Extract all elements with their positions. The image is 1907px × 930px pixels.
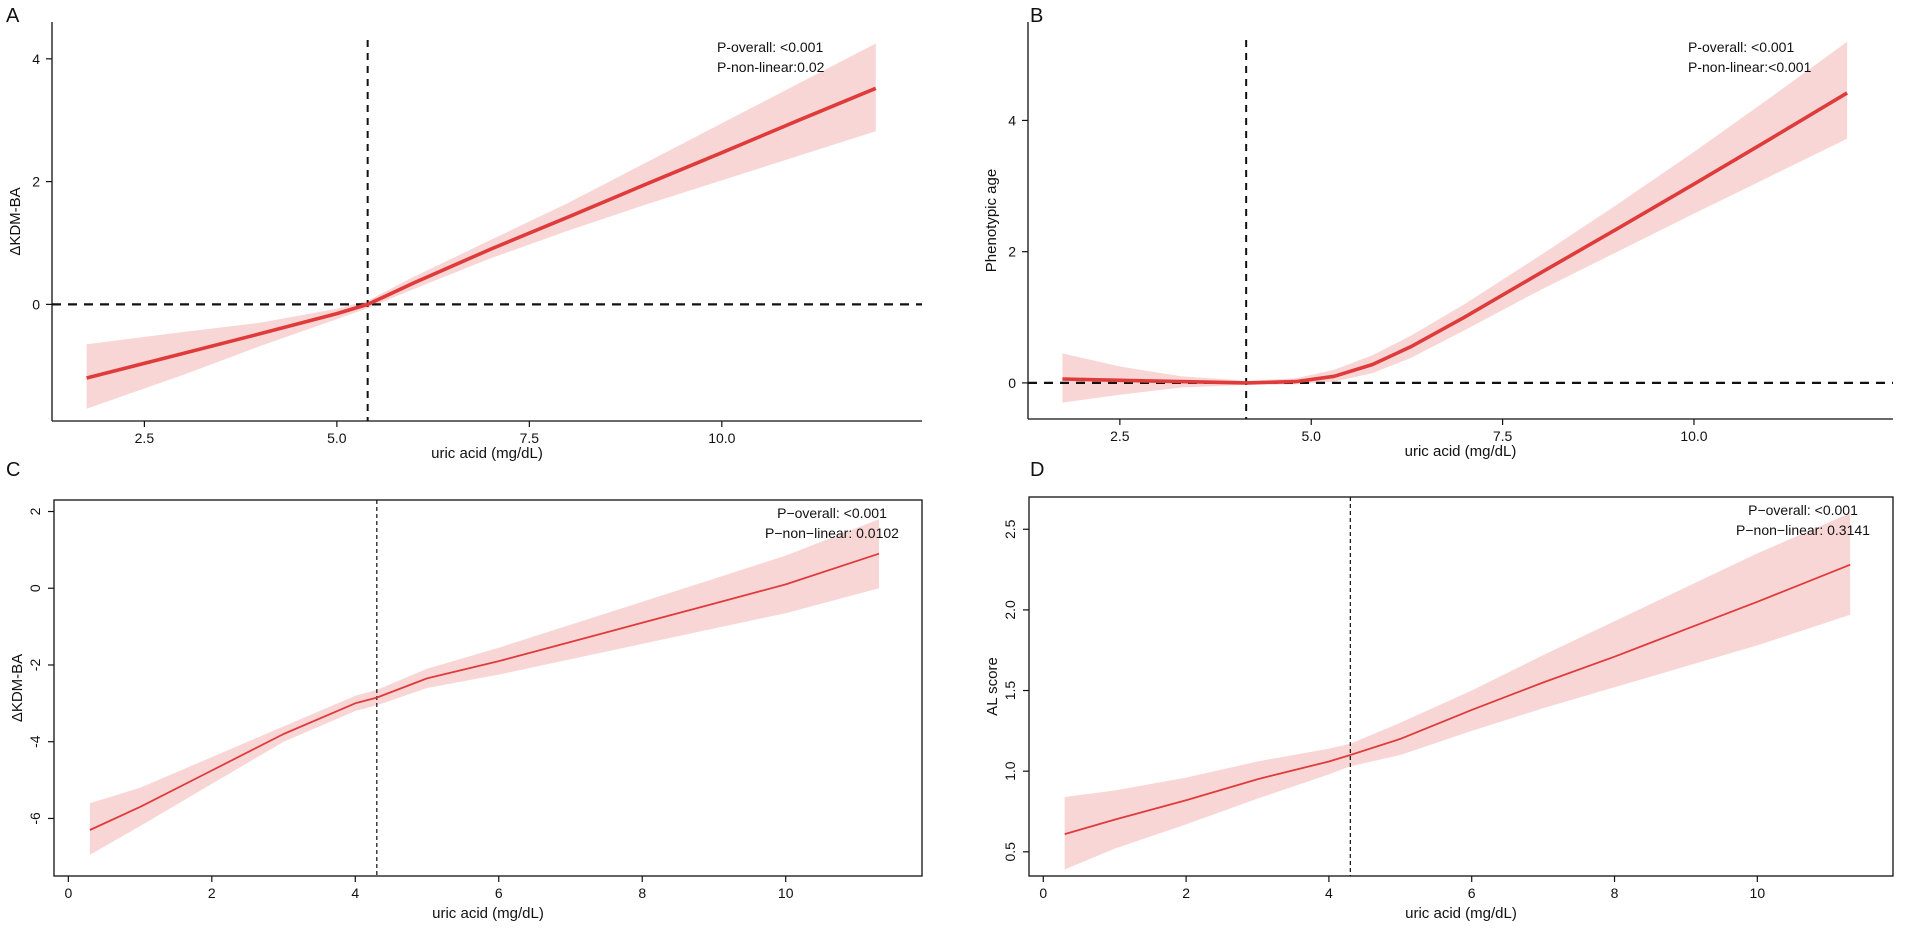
y-tick-label: 2.0 (1002, 600, 1018, 620)
estimate-line (1064, 563, 1851, 835)
x-tick-label: 10 (1750, 885, 1766, 901)
x-tick-label: 5.0 (1301, 428, 1321, 444)
x-tick-label: 2.5 (1110, 428, 1130, 444)
estimate-line (1062, 91, 1849, 385)
y-tick-label: 2 (32, 174, 40, 190)
y-axis-title: ΔKDM-BA (7, 187, 24, 255)
p-value-annotation: P-overall: <0.001 (1688, 39, 1794, 55)
y-tick-label: 2.5 (1002, 519, 1018, 539)
p-value-annotation: P−non−linear: 0.3141 (1736, 522, 1870, 538)
y-tick-label: 0 (1008, 375, 1016, 391)
panel-letter: D (1030, 459, 1044, 481)
x-tick-label: 10.0 (1680, 428, 1707, 444)
y-tick-label: -6 (27, 812, 43, 825)
panel-letter: B (1030, 5, 1043, 27)
x-tick-label: 7.5 (1493, 428, 1513, 444)
y-tick-label: 4 (1008, 112, 1016, 128)
x-axis-title: uric acid (mg/dL) (432, 905, 544, 922)
x-tick-label: 2 (208, 885, 216, 901)
plot-frame (53, 499, 923, 877)
estimate-line (89, 552, 880, 831)
panel-d: D 0 2 4 6 8 10 0.5 1.0 1.5 2.0 2.5 uric acid (mg/dL)… (984, 459, 1894, 922)
y-tick-label: 1.5 (1002, 681, 1018, 701)
y-tick-label: 1.0 (1002, 761, 1018, 781)
panel-b: B 2.5 5.0 7.5 10.0 0 2 4 uric acid (mg/dL) Phenot… (983, 5, 1893, 460)
p-value-annotation: P−non−linear: 0.0102 (765, 525, 899, 541)
y-tick-label: -4 (27, 735, 43, 748)
x-tick-label: 5.0 (327, 430, 347, 446)
x-tick-label: 4 (1325, 885, 1333, 901)
confidence-band (89, 519, 879, 855)
y-tick-label: 2 (27, 507, 43, 515)
p-value-annotation: P−overall: <0.001 (777, 505, 887, 521)
y-tick-label: 0 (32, 296, 40, 312)
x-tick-label: 0 (1039, 885, 1047, 901)
y-axis-title: Phenotypic age (983, 169, 1000, 272)
p-value-annotation: P−overall: <0.001 (1748, 502, 1858, 518)
x-tick-label: 6 (495, 885, 503, 901)
confidence-band (86, 43, 876, 409)
y-axis-title: ΔKDM-BA (9, 654, 26, 722)
panel-letter: C (6, 459, 20, 481)
y-tick-label: 0.5 (1002, 842, 1018, 862)
y-tick-label: 4 (32, 51, 40, 67)
p-value-annotation: P-overall: <0.001 (717, 39, 823, 55)
y-axis-title: AL score (984, 657, 1001, 716)
x-tick-label: 2 (1182, 885, 1190, 901)
x-tick-label: 4 (351, 885, 359, 901)
panel-letter: A (6, 5, 20, 27)
panel-c: C 0 2 4 6 8 10 -6 -4 -2 0 2 uric acid (mg/dL) ΔKDM-BA… (6, 459, 923, 922)
p-value-annotation: P-non-linear:<0.001 (1688, 59, 1812, 75)
x-axis-title: uric acid (mg/dL) (1405, 905, 1517, 922)
plot-frame (1028, 496, 1894, 877)
y-tick-label: 2 (1008, 244, 1016, 260)
confidence-band (1062, 41, 1848, 403)
y-tick-label: -2 (27, 659, 43, 672)
x-tick-label: 8 (638, 885, 646, 901)
estimate-line (86, 86, 877, 380)
x-tick-label: 10 (778, 885, 794, 901)
y-tick-label: 0 (27, 584, 43, 592)
x-tick-label: 10.0 (708, 430, 735, 446)
x-tick-label: 2.5 (135, 430, 155, 446)
x-axis-title: uric acid (mg/dL) (431, 445, 543, 462)
x-tick-label: 6 (1468, 885, 1476, 901)
x-tick-label: 7.5 (520, 430, 540, 446)
x-tick-label: 8 (1611, 885, 1619, 901)
confidence-band (1064, 513, 1851, 870)
x-tick-label: 0 (64, 885, 72, 901)
p-value-annotation: P-non-linear:0.02 (717, 59, 825, 75)
x-axis-title: uric acid (mg/dL) (1405, 443, 1517, 460)
panel-a: A 2.5 5.0 7.5 10.0 0 2 4 uric acid (mg/dL) ΔKDM-B… (6, 5, 922, 462)
